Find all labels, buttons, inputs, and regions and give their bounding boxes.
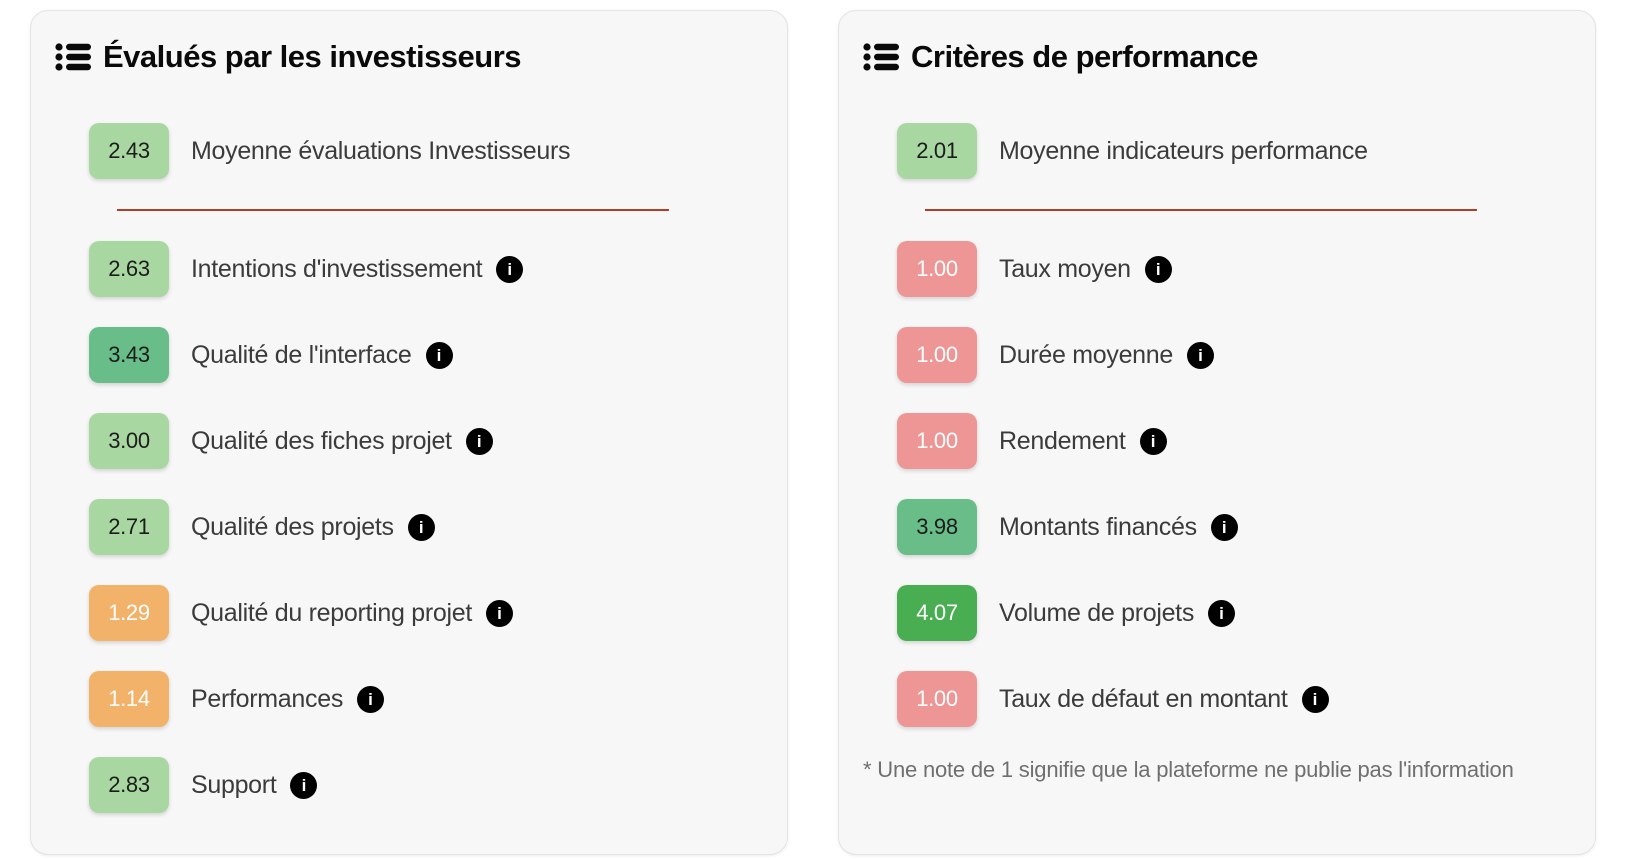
summary-label: Moyenne évaluations Investisseurs: [191, 136, 571, 165]
metric-label: Qualité du reporting projet: [191, 598, 472, 627]
info-circle-icon: i: [476, 431, 482, 451]
metric-row: 4.07 Volume de projets i: [897, 585, 1571, 641]
metric-row: 1.00 Taux moyen i: [897, 241, 1571, 297]
metric-badge: 3.00: [89, 413, 169, 469]
info-button[interactable]: i: [290, 771, 318, 799]
info-circle-icon: i: [1198, 345, 1203, 365]
metric-badge: 2.71: [89, 499, 169, 555]
card-header: Évalués par les investisseurs: [55, 39, 763, 75]
card-title: Évalués par les investisseurs: [103, 39, 522, 74]
metric-row: 3.00 Qualité des fiches projet i: [89, 413, 763, 469]
metric-row: 3.43 Qualité de l'interface i: [89, 327, 763, 383]
metric-row: 2.83 Support i: [89, 757, 763, 813]
metric-row: 1.29 Qualité du reporting projet i: [89, 585, 763, 641]
info-circle-icon: i: [368, 689, 373, 709]
metric-label: Qualité des fiches projet: [191, 426, 452, 455]
metric-label: Qualité de l'interface: [191, 340, 412, 369]
metric-label: Intentions d'investissement: [191, 254, 483, 283]
info-circle-icon: i: [1221, 517, 1227, 537]
metric-row: 1.00 Durée moyenne i: [897, 327, 1571, 383]
summary-badge: 2.01: [897, 123, 977, 179]
info-button[interactable]: i: [496, 255, 524, 283]
metric-badge: 1.29: [89, 585, 169, 641]
metric-row: 2.71 Qualité des projets i: [89, 499, 763, 555]
metric-rows: 2.63 Intentions d'investissement i 3.43 …: [89, 241, 763, 813]
metric-badge: 2.83: [89, 757, 169, 813]
info-circle-icon: i: [507, 259, 513, 279]
card-title: Critères de performance: [911, 39, 1258, 74]
info-circle-icon: i: [1155, 259, 1161, 279]
metric-rows: 1.00 Taux moyen i 1.00 Durée moyenne i 1…: [897, 241, 1571, 727]
info-button[interactable]: i: [1186, 341, 1214, 369]
card-body: 2.43 Moyenne évaluations Investisseurs 2…: [89, 123, 763, 813]
info-circle-icon: i: [497, 603, 502, 623]
metric-label: Performances: [191, 684, 344, 713]
metric-badge: 1.14: [89, 671, 169, 727]
metric-row: 2.63 Intentions d'investissement i: [89, 241, 763, 297]
summary-divider: [925, 209, 1477, 211]
metric-row: 1.00 Taux de défaut en montant i: [897, 671, 1571, 727]
metric-label: Durée moyenne: [999, 340, 1173, 369]
footnote: * Une note de 1 signifie que la platefor…: [863, 757, 1514, 782]
info-button[interactable]: i: [1208, 599, 1236, 627]
metric-row: 1.14 Performances i: [89, 671, 763, 727]
metric-label: Qualité des projets: [191, 512, 394, 541]
metric-label: Rendement: [999, 426, 1126, 455]
metric-badge: 3.43: [89, 327, 169, 383]
metric-label: Volume de projets: [999, 598, 1195, 627]
card-body: 2.01 Moyenne indicateurs performance 1.0…: [897, 123, 1571, 727]
info-button[interactable]: i: [1144, 255, 1172, 283]
info-button[interactable]: i: [407, 513, 435, 541]
metric-label: Montants financés: [999, 512, 1197, 541]
metric-label: Taux de défaut en montant: [999, 684, 1288, 713]
list-ul-icon: [55, 43, 91, 71]
info-button[interactable]: i: [1139, 427, 1167, 455]
summary-label: Moyenne indicateurs performance: [999, 136, 1368, 165]
metric-row: 3.98 Montants financés i: [897, 499, 1571, 555]
metric-label: Taux moyen: [999, 254, 1131, 283]
info-circle-icon: i: [1312, 689, 1318, 709]
metric-badge: 1.00: [897, 241, 977, 297]
metric-badge: 1.00: [897, 671, 977, 727]
summary-divider: [117, 209, 669, 211]
info-circle-icon: i: [418, 517, 424, 537]
card-header: Critères de performance: [863, 39, 1571, 75]
metric-badge: 2.63: [89, 241, 169, 297]
info-button[interactable]: i: [1301, 685, 1329, 713]
metric-badge: 3.98: [897, 499, 977, 555]
summary-row: 2.43 Moyenne évaluations Investisseurs: [89, 123, 763, 179]
info-circle-icon: i: [1219, 603, 1224, 623]
info-button[interactable]: i: [1210, 513, 1238, 541]
summary-badge: 2.43: [89, 123, 169, 179]
info-button[interactable]: i: [485, 599, 513, 627]
metric-label: Support: [191, 770, 277, 799]
info-button[interactable]: i: [465, 427, 493, 455]
list-ul-icon: [863, 43, 899, 71]
metric-badge: 1.00: [897, 413, 977, 469]
info-circle-icon: i: [436, 345, 442, 365]
metric-row: 1.00 Rendement i: [897, 413, 1571, 469]
performance-criteria-card: Critères de performance 2.01 Moyenne ind…: [838, 10, 1596, 855]
info-circle-icon: i: [301, 775, 307, 795]
investor-ratings-card: Évalués par les investisseurs 2.43 Moyen…: [30, 10, 788, 855]
info-button[interactable]: i: [357, 685, 385, 713]
metric-badge: 1.00: [897, 327, 977, 383]
summary-row: 2.01 Moyenne indicateurs performance: [897, 123, 1571, 179]
info-button[interactable]: i: [425, 341, 453, 369]
metric-badge: 4.07: [897, 585, 977, 641]
info-circle-icon: i: [1150, 431, 1156, 451]
